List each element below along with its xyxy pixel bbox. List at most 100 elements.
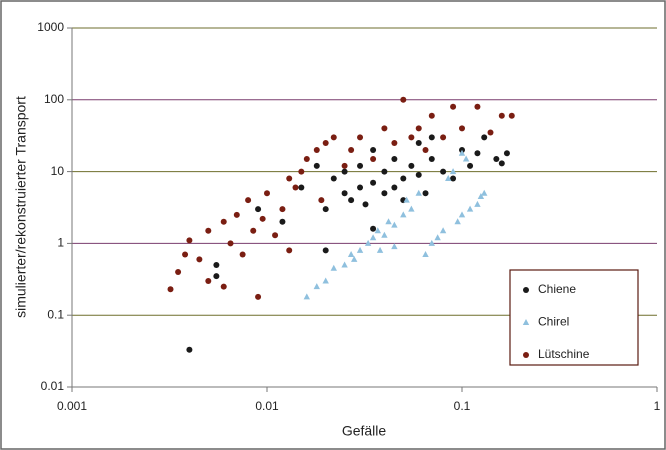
data-point	[298, 184, 305, 191]
data-point	[376, 246, 384, 253]
data-point	[255, 206, 262, 213]
data-point	[348, 146, 355, 153]
data-point	[498, 112, 505, 119]
data-point	[330, 264, 337, 271]
data-point	[250, 227, 257, 234]
data-point	[255, 293, 262, 300]
x-tick-label: 1	[654, 399, 661, 413]
data-point	[440, 134, 447, 141]
data-point	[330, 134, 337, 141]
data-point	[391, 155, 398, 162]
data-point	[477, 192, 485, 199]
data-point	[422, 146, 429, 153]
data-point	[415, 189, 422, 196]
data-point	[458, 149, 466, 156]
data-point	[167, 286, 174, 293]
data-point	[408, 134, 415, 141]
data-point	[303, 155, 310, 162]
data-point	[303, 293, 311, 300]
data-point	[434, 234, 441, 241]
data-point	[259, 215, 266, 222]
data-point	[362, 201, 369, 208]
data-point	[341, 162, 348, 169]
data-point	[440, 168, 447, 175]
data-point	[400, 175, 407, 182]
legend-marker	[523, 287, 529, 293]
data-point	[403, 196, 410, 203]
data-point	[467, 162, 474, 169]
data-point	[381, 231, 388, 238]
data-point	[408, 205, 415, 212]
y-tick-label: 10	[51, 164, 65, 178]
legend-marker	[523, 352, 529, 358]
data-point	[175, 268, 182, 275]
data-point	[458, 211, 466, 218]
data-point	[415, 140, 422, 147]
data-point	[182, 251, 189, 258]
data-point	[508, 112, 515, 119]
x-tick-label: 0.01	[255, 399, 279, 413]
data-point	[449, 168, 457, 175]
data-point	[220, 283, 227, 290]
data-point	[481, 134, 488, 141]
legend-box	[509, 269, 639, 366]
data-point	[381, 190, 388, 197]
legend-label: Chirel	[538, 315, 569, 329]
data-point	[227, 240, 234, 247]
y-axis-title: simulierter/rekonstruierter Transport	[13, 96, 29, 318]
data-point	[186, 237, 193, 244]
data-point	[322, 140, 329, 147]
data-point	[428, 155, 435, 162]
x-axis-title: Gefälle	[342, 423, 387, 439]
data-point	[313, 146, 320, 153]
data-point	[357, 134, 364, 141]
data-point	[498, 160, 505, 167]
data-point	[279, 218, 286, 225]
data-point	[422, 190, 429, 197]
data-point	[459, 125, 465, 132]
data-point	[400, 96, 407, 103]
data-point	[370, 179, 377, 186]
data-point	[313, 283, 320, 290]
x-tick-label: 0.001	[57, 399, 87, 413]
data-point	[322, 247, 329, 254]
data-point	[196, 256, 203, 263]
data-point	[318, 197, 325, 204]
data-point	[357, 184, 364, 191]
data-point	[391, 243, 398, 250]
data-point	[422, 251, 429, 258]
data-point	[313, 162, 320, 169]
data-point	[341, 261, 348, 268]
data-point	[385, 218, 392, 225]
data-point	[474, 150, 481, 157]
data-point	[286, 175, 293, 182]
data-point	[347, 251, 355, 258]
y-tick-label: 1	[57, 236, 64, 250]
legend-label: Chiene	[538, 282, 576, 296]
data-point	[205, 277, 212, 284]
data-point	[450, 103, 457, 110]
legend-label: Lütschine	[538, 347, 590, 361]
y-tick-label: 1000	[37, 20, 64, 34]
data-point	[474, 103, 481, 110]
data-point	[466, 205, 474, 212]
data-point	[341, 168, 348, 175]
y-tick-label: 0.01	[41, 379, 65, 393]
data-point	[322, 277, 329, 284]
data-point	[381, 125, 388, 132]
data-point	[374, 227, 381, 234]
data-point	[391, 221, 398, 228]
data-point	[503, 150, 510, 157]
data-point	[264, 190, 270, 197]
y-tick-label: 100	[44, 92, 64, 106]
data-point	[356, 246, 364, 253]
data-point	[330, 175, 337, 182]
legend-marker	[522, 319, 530, 325]
data-point	[462, 155, 470, 162]
data-point	[233, 211, 240, 218]
data-point	[186, 346, 193, 353]
data-point	[493, 155, 500, 162]
data-point	[298, 168, 305, 175]
